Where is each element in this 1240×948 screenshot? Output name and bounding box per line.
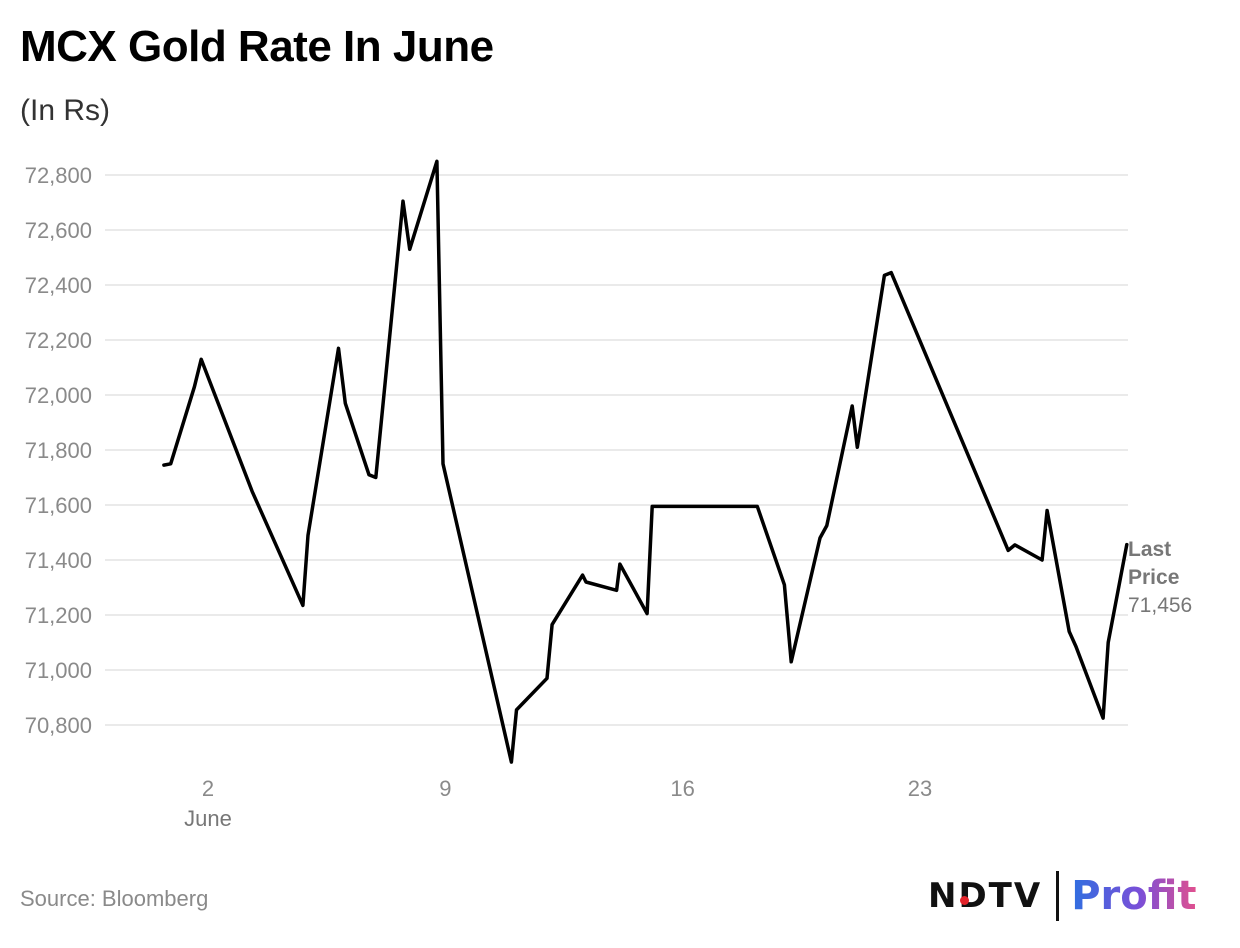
chart-subtitle: (In Rs)	[20, 94, 110, 127]
logo-profit-text: Profit	[1071, 873, 1197, 919]
annotation-value: 71,456	[1128, 594, 1192, 617]
logo-separator	[1056, 871, 1060, 921]
x-axis-ticks: 2 9 16 23	[202, 776, 932, 801]
logo-ndtv-text: NDTV	[928, 876, 1043, 916]
series-line-mcx-gold	[162, 159, 1129, 764]
y-tick-label: 72,200	[25, 328, 92, 353]
x-tick-label: 9	[439, 776, 451, 801]
y-tick-label: 72,800	[25, 163, 92, 188]
y-tick-label: 71,400	[25, 548, 92, 573]
y-tick-label: 72,600	[25, 218, 92, 243]
y-tick-label: 71,200	[25, 603, 92, 628]
grid-lines	[105, 174, 1128, 726]
y-axis-ticks: 70,800 71,000 71,200 71,400 71,600 71,800 72,0…	[25, 163, 92, 738]
y-tick-label: 72,000	[25, 383, 92, 408]
y-tick-label: 72,400	[25, 273, 92, 298]
annotation-label-line1: Last	[1128, 538, 1171, 561]
x-tick-label: 16	[670, 776, 694, 801]
logo-red-dot	[960, 896, 969, 905]
source-note: Source: Bloomberg	[20, 886, 209, 911]
y-tick-label: 71,600	[25, 493, 92, 518]
last-price-annotation: Last Price 71,456	[1128, 538, 1192, 617]
y-tick-label: 70,800	[25, 713, 92, 738]
x-axis-label: June	[184, 806, 232, 831]
y-tick-label: 71,000	[25, 658, 92, 683]
x-tick-label: 23	[908, 776, 932, 801]
x-tick-label: 2	[202, 776, 214, 801]
y-tick-label: 71,800	[25, 438, 92, 463]
chart-title: MCX Gold Rate In June	[20, 22, 494, 71]
annotation-label-line2: Price	[1128, 566, 1179, 589]
ndtv-profit-logo: NDTV Profit	[928, 870, 1196, 922]
